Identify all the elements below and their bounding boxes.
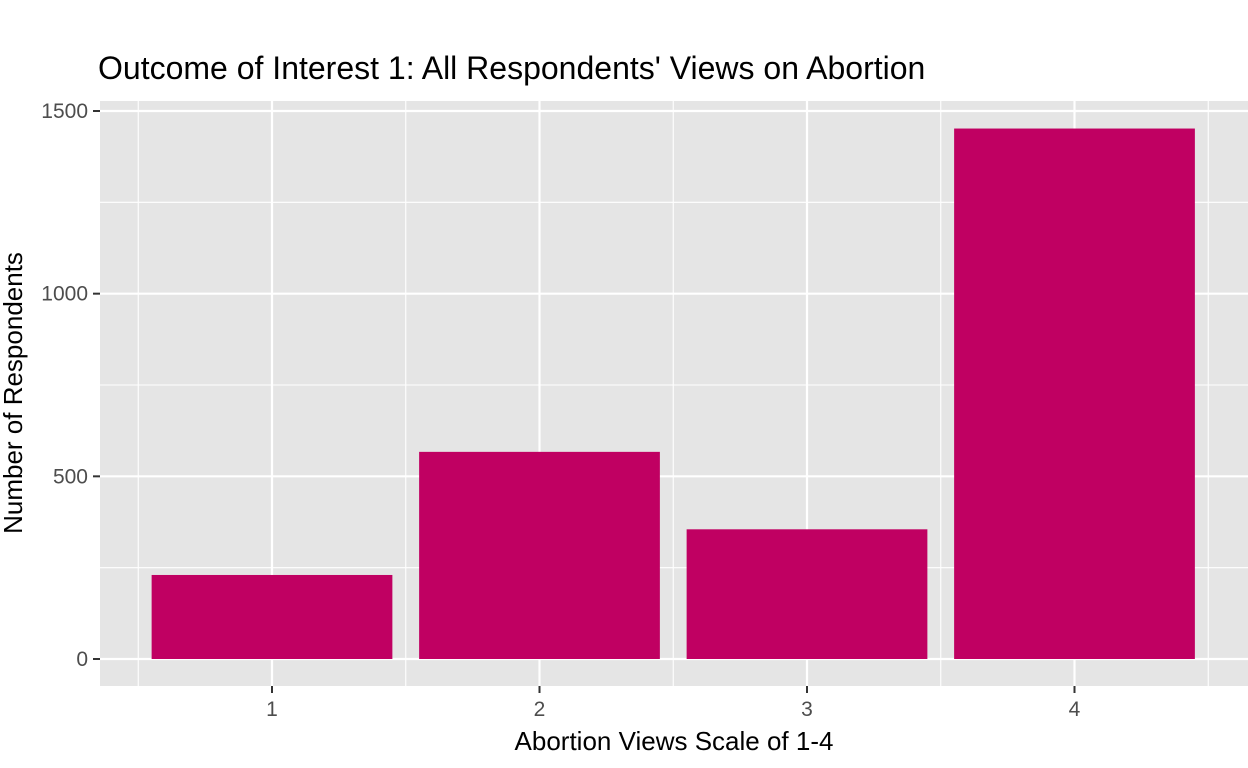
x-tick-label: 4 bbox=[1069, 698, 1081, 721]
y-tick-label: 500 bbox=[53, 465, 88, 488]
y-tick-label: 0 bbox=[76, 648, 88, 671]
x-axis: 1 2 3 4 bbox=[266, 686, 1081, 721]
bar bbox=[954, 128, 1195, 659]
x-tick-label: 2 bbox=[534, 698, 546, 721]
bar bbox=[151, 574, 393, 659]
x-tick-label: 3 bbox=[801, 698, 813, 721]
bar bbox=[686, 529, 928, 659]
x-axis-title: Abortion Views Scale of 1-4 bbox=[515, 726, 834, 756]
y-tick-label: 1000 bbox=[41, 283, 88, 306]
bar bbox=[419, 451, 660, 659]
chart-title: Outcome of Interest 1: All Respondents' … bbox=[98, 50, 925, 86]
x-tick-label: 1 bbox=[266, 698, 278, 721]
bars bbox=[151, 128, 1195, 659]
y-tick-label: 1500 bbox=[41, 100, 88, 123]
y-axis-title: Number of Respondents bbox=[0, 252, 28, 534]
y-axis: 0 500 1000 1500 bbox=[41, 100, 100, 671]
